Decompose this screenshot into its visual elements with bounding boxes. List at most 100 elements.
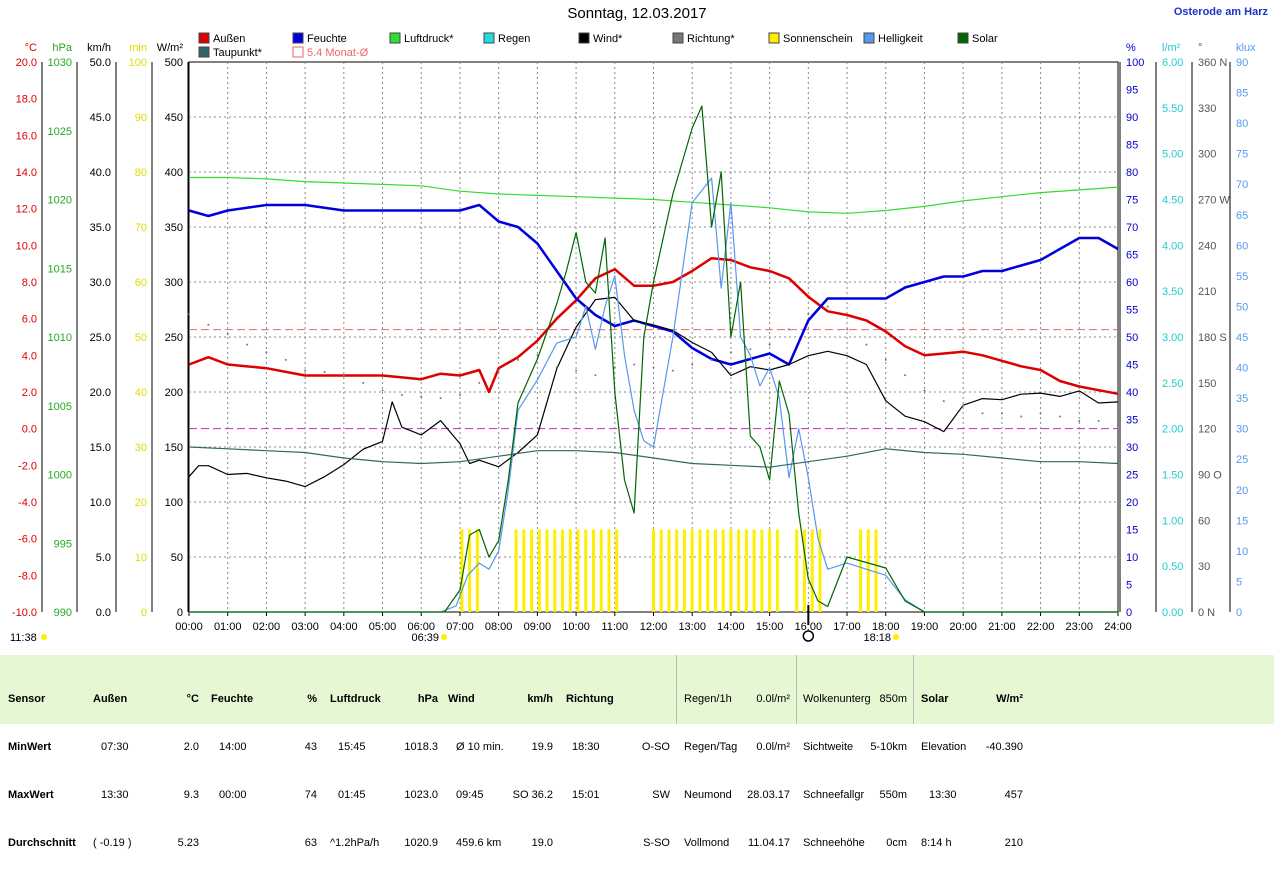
sunshine-bar: [859, 529, 863, 612]
direction-point: [1020, 415, 1023, 418]
legend-label: Richtung*: [687, 33, 735, 45]
min-tick-label: 100: [129, 57, 147, 69]
hum-axis-unit: %: [1126, 42, 1136, 54]
sunshine-bar: [810, 529, 814, 612]
direction-point: [710, 358, 713, 361]
direction-point: [768, 343, 771, 346]
footer-wind-unit: km/h: [527, 693, 553, 705]
series-line-solar: [189, 105, 1118, 613]
lux-tick-label: 55: [1236, 271, 1248, 283]
legend-swatch: [198, 32, 210, 44]
footer-richtung-min: O-SO: [641, 741, 670, 753]
direction-point: [904, 374, 907, 377]
legend-label: Helligkeit: [878, 33, 923, 45]
temp-tick-label: 16.0: [16, 130, 37, 142]
footer-solar-max: 457: [1004, 789, 1023, 801]
footer-aussen-column: Außen °C 07:30 2.0 13:30 9.3 ( -0.19 ) 5.23: [93, 659, 203, 883]
dir-tick-label: 300: [1198, 149, 1216, 161]
direction-point: [594, 374, 597, 377]
direction-point: [439, 397, 442, 400]
rain-tick-label: 1.50: [1162, 470, 1183, 482]
press-tick-label: 1010: [48, 332, 72, 344]
sunshine-bar: [584, 529, 588, 612]
legend-label: 5.4 Monat-Ø: [307, 47, 369, 59]
footer-richtung-avg: S-SO: [643, 837, 670, 849]
footer-sensor-column: Sensor MinWert MaxWert Durchschnitt: [8, 659, 76, 883]
wind-tick-label: 20.0: [90, 387, 111, 399]
temp-tick-label: 6.0: [22, 314, 37, 326]
lux-tick-label: 70: [1236, 179, 1248, 191]
sunshine-bar: [866, 529, 870, 612]
direction-point: [1058, 415, 1061, 418]
dir-tick-label: 180 S: [1198, 332, 1227, 344]
wind-tick-label: 45.0: [90, 112, 111, 124]
lux-tick-label: 80: [1236, 118, 1248, 130]
sunshine-bar: [659, 529, 663, 612]
footer-richtung-column: Richtung 18:30 O-SO 15:01 SW S-SO: [566, 659, 670, 867]
dir-tick-label: 30: [1198, 561, 1210, 573]
direction-point: [555, 366, 558, 369]
footer-richtung-min-time: 18:30: [572, 741, 600, 753]
weather-chart: 00:00 01:00 02:00 03:00 04:00 05:00 06:00 07:00…: [10, 32, 1256, 644]
hum-tick-label: 85: [1126, 140, 1138, 152]
direction-point: [923, 389, 926, 392]
press-tick-label: 1015: [48, 263, 72, 275]
wind-axis-unit: km/h: [87, 42, 111, 54]
sunshine-bar: [818, 529, 822, 612]
lux-tick-label: 45: [1236, 332, 1248, 344]
sunshine-bar: [522, 529, 526, 612]
dir-tick-label: 360 N: [1198, 57, 1227, 69]
footer-feuchte-max-time: 00:00: [219, 789, 247, 801]
hum-tick-label: 95: [1126, 85, 1138, 97]
direction-point: [671, 369, 674, 372]
direction-point: [226, 332, 229, 335]
footer-wind-header: Wind: [448, 693, 475, 705]
press-tick-label: 995: [54, 538, 72, 550]
sunshine-bar: [652, 529, 655, 612]
wind-tick-label: 5.0: [96, 552, 111, 564]
solar-tick-label: 100: [165, 497, 183, 509]
sunshine-bar: [874, 529, 878, 612]
footer-luftdruck-column: Luftdruck hPa 15:45 1018.3 01:45 1023.0 ^1.…: [330, 659, 438, 883]
sunshine-bar: [468, 529, 472, 612]
sunshine-bar: [553, 529, 557, 612]
direction-point: [458, 394, 461, 397]
x-tick-label: 02:00: [253, 621, 281, 633]
footer-wind-distance: 459.6 km: [456, 837, 502, 849]
direction-point: [420, 395, 423, 398]
solar-tick-label: 150: [165, 442, 183, 454]
legend-label: Feuchte: [307, 33, 347, 45]
footer-schneefallgr-label: Schneefallgr: [803, 789, 865, 801]
rain-tick-label: 1.00: [1162, 515, 1183, 527]
footer-aussen-min-time: 07:30: [101, 741, 129, 753]
hum-tick-label: 0: [1126, 607, 1132, 619]
solar-tick-label: 500: [165, 57, 183, 69]
series-line-luftdruck: [189, 176, 1119, 214]
x-tick-label: 04:00: [330, 621, 358, 633]
temp-tick-label: 4.0: [22, 350, 37, 362]
legend-swatch: [768, 32, 780, 44]
temp-tick-label: -8.0: [18, 570, 37, 582]
sunshine-bar: [537, 529, 541, 612]
solar-tick-label: 300: [165, 277, 183, 289]
dir-tick-label: 150: [1198, 378, 1216, 390]
footer-feuchte-avg: 63: [304, 837, 317, 849]
dir-tick-label: 60: [1198, 515, 1210, 527]
footer-sensor-header: Sensor: [8, 693, 46, 705]
sunshine-bar: [545, 529, 549, 612]
sunshine-bar: [667, 529, 671, 612]
footer-max-label: MaxWert: [8, 789, 54, 801]
direction-point: [323, 371, 326, 374]
footer-aussen-max-time: 13:30: [101, 789, 129, 801]
footer-regen-column: Regen/1h 0.0l/m² Regen/Tag 0.0l/m² Neumond…: [684, 659, 790, 883]
moon-icon: [802, 630, 815, 642]
hum-tick-label: 75: [1126, 195, 1138, 207]
legend-swatch: [292, 46, 304, 58]
footer-schneehoehe: 0cm: [886, 837, 907, 849]
footer-wind-avg: 19.0: [531, 837, 553, 849]
sunshine-bar: [599, 529, 603, 612]
x-tick-label: 20:00: [949, 621, 977, 633]
legend-label: Regen: [498, 33, 530, 45]
direction-point: [536, 354, 539, 357]
min-tick-label: 30: [135, 442, 147, 454]
